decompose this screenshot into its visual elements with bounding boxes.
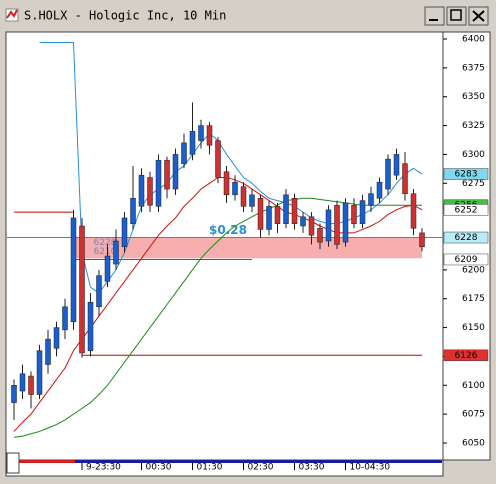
y-tick-label: 6400 — [462, 35, 485, 45]
price-tag-label: 6228 — [455, 233, 478, 243]
candle-body — [376, 181, 383, 199]
y-tick-label: 6175 — [462, 294, 485, 304]
maximize-button[interactable] — [446, 6, 467, 26]
indicator-line — [39, 41, 423, 294]
candle-body — [164, 159, 170, 190]
candle-body — [70, 217, 77, 323]
candle-body — [325, 209, 332, 242]
window-title: S.HOLX - Hologic Inc, 10 Min — [24, 9, 226, 23]
candle-body — [172, 154, 179, 190]
session-bar — [75, 460, 442, 463]
candle-body — [385, 158, 391, 190]
candle-body — [121, 217, 128, 248]
zone-high-label: 6228 — [94, 238, 117, 248]
close-button[interactable] — [468, 6, 489, 26]
candle-body — [223, 171, 230, 196]
candle-body — [19, 373, 26, 392]
candle-body — [11, 385, 17, 403]
session-bar — [7, 460, 75, 463]
candle-body — [198, 125, 204, 141]
candle-body — [53, 327, 60, 349]
candle-body — [410, 193, 417, 229]
price-tag — [443, 349, 489, 362]
candle-body — [249, 194, 255, 207]
minimize-button[interactable] — [424, 6, 445, 26]
candle-body — [359, 200, 366, 224]
candle-body — [291, 198, 298, 224]
plot-layer: 6050607561006125615061756200627563006325… — [7, 35, 489, 473]
price-tag — [443, 204, 489, 216]
candle-body — [113, 240, 119, 265]
candle-body — [189, 131, 196, 155]
candle-body — [36, 350, 43, 395]
zone-low-label: 6210 — [94, 247, 117, 257]
x-tick-label: 02:30 — [248, 463, 274, 473]
y-tick-label: 6275 — [462, 179, 485, 189]
candle-body — [393, 154, 400, 176]
candle-body — [215, 140, 221, 178]
y-tick-label: 6375 — [462, 63, 485, 73]
candle-body — [308, 216, 315, 236]
candle-body — [240, 186, 247, 207]
candle-body — [28, 375, 34, 395]
price-tag-label: 6252 — [455, 205, 478, 215]
candle-body — [181, 142, 187, 164]
candle-body — [317, 228, 323, 243]
candle-body — [274, 206, 281, 224]
candle-body — [96, 275, 102, 308]
scroll-handle[interactable] — [6, 452, 20, 474]
candle-body — [130, 198, 136, 224]
candle-body — [206, 125, 213, 146]
candle-body — [155, 159, 162, 207]
x-tick-label: 10-04:30 — [350, 463, 391, 473]
price-tag-label: 6283 — [455, 170, 478, 180]
y-tick-label: 6200 — [462, 265, 485, 275]
candle-body — [257, 198, 264, 230]
y-tick-label: 6050 — [462, 439, 485, 449]
candle-body — [45, 338, 51, 365]
price-tag — [443, 231, 489, 244]
title-bar — [3, 3, 493, 29]
candle-body — [138, 174, 145, 207]
candle-body — [147, 177, 153, 206]
x-tick-label: 9-23:30 — [86, 463, 121, 473]
x-tick-label: 03:30 — [299, 463, 325, 473]
y-tick-label: 6300 — [462, 150, 485, 160]
y-tick-label: 6325 — [462, 121, 485, 131]
candle-body — [104, 255, 111, 282]
zone-label: $0.28 — [209, 223, 247, 237]
candle-body — [266, 206, 272, 230]
app-icon — [5, 8, 19, 22]
y-tick-label: 6075 — [462, 410, 485, 420]
y-tick-label: 6350 — [462, 92, 485, 102]
candle-body — [368, 193, 374, 206]
candle-body — [419, 232, 425, 248]
candle-body — [402, 163, 408, 194]
y-tick-label: 6150 — [462, 323, 485, 333]
x-tick-label: 00:30 — [146, 463, 172, 473]
candle-body — [232, 181, 238, 196]
candle-body — [62, 306, 68, 331]
price-tag-label: 6209 — [455, 255, 478, 265]
price-scale — [442, 31, 491, 461]
candle-body — [334, 204, 340, 245]
price-tag-label: 6126 — [455, 351, 478, 361]
candle-body — [283, 194, 289, 224]
y-tick-label: 6100 — [462, 381, 485, 391]
candle-body — [342, 202, 349, 243]
candle-body — [351, 204, 357, 224]
candle-body — [79, 225, 85, 354]
x-tick-label: 01:30 — [197, 463, 223, 473]
candle-body — [300, 216, 306, 227]
price-tag — [443, 168, 489, 180]
candle-body — [87, 301, 94, 351]
price-tag — [443, 253, 489, 266]
